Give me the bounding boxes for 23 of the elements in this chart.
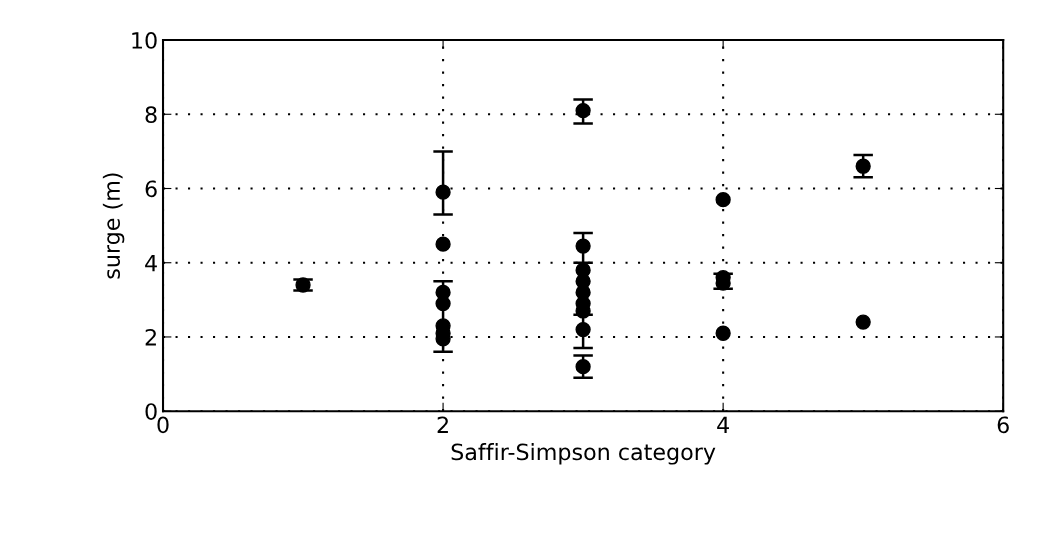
y-tick-label: 2	[145, 328, 156, 346]
point	[575, 321, 591, 338]
point	[295, 277, 311, 293]
y-tick-label: 10	[132, 32, 157, 49]
x-axis-title: Saffir-Simpson category	[451, 443, 716, 465]
x-tick-label: 0	[157, 416, 169, 434]
point	[855, 314, 871, 330]
point	[575, 238, 591, 254]
point	[575, 359, 591, 375]
y-tick-label: 0	[145, 403, 157, 420]
x-tick-label: 2	[437, 416, 448, 433]
y-tick-label: 6	[145, 180, 157, 198]
y-tick-label: 4	[145, 254, 157, 272]
point	[435, 236, 451, 252]
x-tick-label: 4	[717, 416, 729, 433]
y-axis-title: surge (m)	[102, 173, 125, 279]
point	[575, 102, 591, 119]
point	[435, 184, 451, 200]
point	[715, 191, 731, 208]
point	[855, 158, 871, 174]
y-tick-label: 8	[145, 106, 157, 124]
point	[715, 325, 731, 341]
x-tick-label: 6	[997, 416, 1009, 434]
